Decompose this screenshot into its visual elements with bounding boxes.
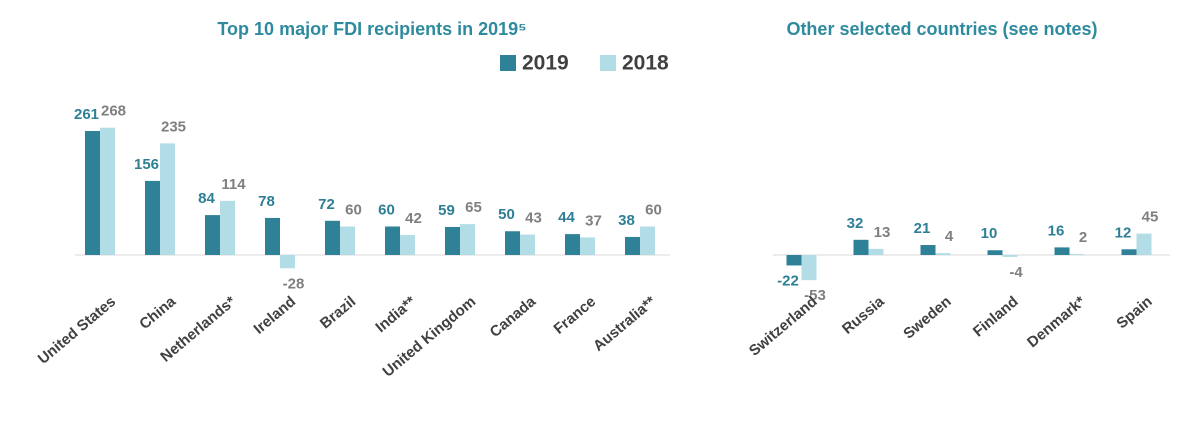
- data-label: 156: [134, 156, 159, 173]
- bar: [868, 248, 884, 255]
- legend-label: 2019: [522, 52, 569, 75]
- bar: [625, 236, 640, 255]
- data-label: 10: [981, 225, 998, 242]
- bar: [640, 226, 655, 255]
- data-label: 13: [874, 224, 891, 241]
- bar: [920, 245, 936, 255]
- legend-swatch: [500, 55, 516, 71]
- bar: [1069, 254, 1085, 255]
- bar: [520, 234, 535, 255]
- x-tick-label: Australia**: [590, 293, 659, 355]
- bar: [205, 215, 220, 255]
- data-label: 42: [405, 210, 422, 227]
- bar: [280, 255, 295, 269]
- bar: [340, 226, 355, 255]
- x-tick-label: Brazil: [317, 293, 359, 332]
- bar: [1002, 255, 1018, 257]
- x-tick-label: Canada: [487, 293, 540, 341]
- legend-swatch: [600, 55, 616, 71]
- bar: [460, 224, 475, 255]
- data-label: 59: [438, 202, 455, 219]
- data-label: 45: [1142, 209, 1159, 226]
- data-label: 261: [74, 106, 99, 123]
- x-tick-label: Spain: [1113, 293, 1155, 332]
- bar: [580, 237, 595, 255]
- chart-title: Other selected countries (see notes): [786, 19, 1097, 39]
- data-label: 43: [525, 210, 542, 227]
- data-label: 16: [1048, 222, 1065, 239]
- x-tick-label: Denmark*: [1024, 293, 1089, 351]
- chart-title: Top 10 major FDI recipients in 2019⁵: [217, 19, 526, 39]
- data-label: 268: [101, 103, 126, 120]
- legend-label: 2018: [622, 52, 669, 75]
- bar: [400, 235, 415, 255]
- data-label: 60: [645, 201, 662, 218]
- bar: [160, 143, 175, 255]
- data-label: 32: [847, 215, 864, 232]
- data-label: 50: [498, 206, 515, 223]
- x-tick-label: Switzerland: [746, 293, 821, 360]
- data-label: 60: [378, 201, 395, 218]
- data-label: 12: [1115, 224, 1132, 241]
- bar: [385, 226, 400, 255]
- data-label: -53: [804, 287, 826, 304]
- data-label: 37: [585, 212, 602, 229]
- data-label: 2: [1079, 229, 1087, 246]
- bar: [935, 253, 951, 255]
- bar: [85, 131, 100, 255]
- bar: [801, 255, 817, 281]
- data-label: 235: [161, 118, 186, 135]
- data-label: 65: [465, 199, 482, 216]
- data-label: 84: [198, 190, 215, 207]
- data-label: 38: [618, 212, 635, 229]
- bar: [505, 231, 520, 255]
- data-label: 4: [945, 228, 954, 245]
- bar: [987, 250, 1003, 255]
- x-tick-label: Sweden: [900, 293, 954, 342]
- bar: [220, 200, 235, 255]
- data-label: -4: [1009, 264, 1023, 281]
- bar: [265, 217, 280, 255]
- bar: [853, 239, 869, 255]
- bar: [325, 220, 340, 255]
- x-tick-label: Ireland: [251, 293, 300, 338]
- data-label: 78: [258, 193, 275, 210]
- data-label: 60: [345, 201, 362, 218]
- bar: [145, 180, 160, 255]
- bar: [565, 234, 580, 255]
- bar: [100, 127, 115, 255]
- x-tick-label: India**: [372, 293, 419, 336]
- x-tick-label: United States: [35, 293, 119, 368]
- data-label: 44: [558, 209, 575, 226]
- bar: [445, 226, 460, 255]
- x-tick-label: France: [551, 293, 600, 338]
- data-label: 114: [221, 176, 246, 193]
- x-tick-label: China: [136, 293, 179, 333]
- data-label: 21: [914, 220, 931, 237]
- x-tick-label: Russia: [839, 293, 888, 338]
- data-label: -28: [283, 275, 305, 292]
- bar: [1121, 249, 1137, 255]
- x-tick-label: Finland: [970, 293, 1022, 340]
- data-label: -22: [777, 272, 799, 289]
- bar: [1054, 247, 1070, 255]
- bar: [1136, 233, 1152, 255]
- data-label: 72: [318, 196, 335, 213]
- bar: [786, 255, 802, 266]
